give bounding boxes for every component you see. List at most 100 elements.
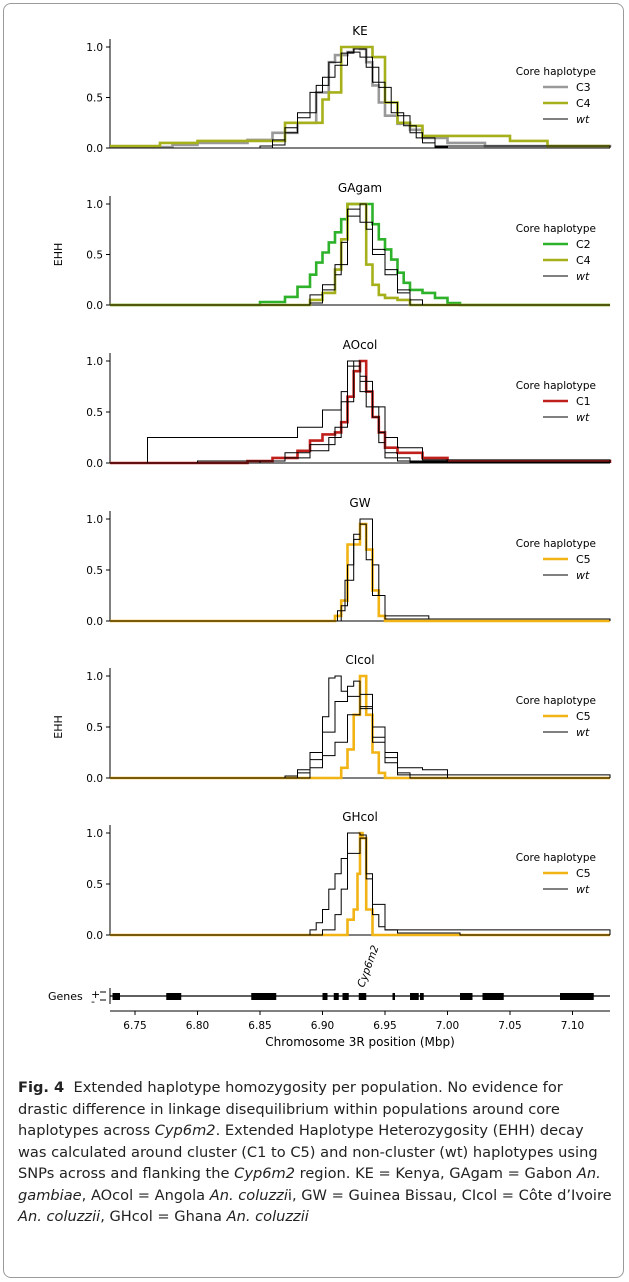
strand-plus-label: + [91, 988, 100, 1001]
caption-gene-name: Cyp6m2 [154, 1122, 216, 1139]
gene-block [358, 993, 367, 1000]
legend-label: C5 [576, 553, 591, 566]
y-tick-label: 0.5 [86, 407, 103, 419]
legend-label: C1 [576, 395, 591, 408]
gene-block [410, 993, 419, 1000]
y-tick-label: 0.0 [86, 143, 103, 155]
y-tick-label: 0.5 [86, 879, 103, 891]
y-tick-label: 0.0 [86, 300, 103, 312]
gene-block [166, 993, 182, 1000]
y-tick-label: 1.0 [86, 42, 103, 54]
series-line [110, 675, 610, 779]
legend-label: wt [576, 569, 590, 582]
caption-species-name: An. coluzzi [209, 1186, 288, 1204]
legend-label: wt [576, 411, 590, 424]
y-tick-label: 0.0 [86, 930, 103, 942]
figure-caption: Fig. 4 Extended haplotype homozygosity p… [18, 1077, 616, 1228]
gene-block [392, 993, 395, 1000]
series-line [110, 518, 611, 622]
legend-label: wt [576, 270, 590, 283]
caption-text: . Extended Haplotype Heterozygosity (EHH… [18, 1122, 598, 1182]
x-tick-label: 6.80 [186, 1020, 209, 1032]
gene-block [560, 993, 594, 1000]
figure-frame [3, 3, 624, 1278]
x-tick-label: 6.75 [123, 1020, 146, 1032]
x-tick-label: 7.00 [436, 1020, 459, 1032]
y-tick-label: 0.5 [86, 565, 103, 577]
y-axis-label: EHH [52, 715, 65, 739]
panel-title: GW [349, 496, 370, 510]
legend-label: C5 [576, 867, 591, 880]
gene-name-label: Cyp6m2 [355, 943, 381, 989]
x-tick-label: 6.95 [373, 1020, 396, 1032]
y-tick-label: 1.0 [86, 514, 103, 526]
caption-text: , GHcol = Ghana [100, 1208, 227, 1225]
caption-species-name: An. coluzzii [18, 1208, 101, 1225]
legend-title: Core haplotype [516, 223, 596, 235]
panel-title: GHcol [342, 810, 378, 824]
series-line [110, 674, 610, 780]
legend-label: wt [576, 113, 590, 126]
caption-text: Extended haplotype homozygosity per popu… [18, 1079, 563, 1139]
y-tick-label: 0.5 [86, 722, 103, 734]
x-tick-label: 7.10 [561, 1020, 584, 1032]
y-tick-label: 0.5 [86, 93, 103, 105]
x-tick-label: 6.90 [311, 1020, 334, 1032]
caption-figure-label: Fig. 4 [18, 1079, 65, 1096]
panel-title: CIcol [345, 653, 374, 667]
y-tick-label: 0.0 [86, 616, 103, 628]
legend-label: C3 [576, 81, 591, 94]
y-tick-label: 1.0 [86, 671, 103, 683]
x-axis-label: Chromosome 3R position (Mbp) [265, 1035, 455, 1049]
panel-title: AOcol [343, 338, 378, 352]
series-line [110, 523, 611, 622]
series-line [110, 693, 611, 779]
gene-block [333, 993, 339, 1000]
series-line [110, 831, 610, 937]
gene-block [322, 993, 328, 1000]
y-tick-label: 1.0 [86, 199, 103, 211]
legend-title: Core haplotype [516, 380, 596, 392]
caption-text: region. KE = Kenya, GAgam = Gabon [295, 1165, 577, 1182]
x-tick-label: 7.05 [498, 1020, 521, 1032]
series-line [110, 208, 610, 306]
caption-text: , AOcol = Angola [81, 1186, 210, 1204]
legend-label: C5 [576, 710, 591, 723]
legend-label: C4 [576, 254, 591, 267]
y-tick-label: 0.5 [86, 250, 103, 262]
gene-block [482, 993, 504, 1000]
y-tick-label: 0.0 [86, 458, 103, 470]
caption-species-name: An. coluzzii [226, 1208, 309, 1225]
strand-minus-label: - [91, 995, 95, 1008]
series-line [110, 45, 610, 148]
panel-title: GAgam [338, 181, 382, 195]
gene-block [460, 993, 473, 1000]
series-line [110, 45, 612, 149]
legend-title: Core haplotype [516, 538, 596, 550]
legend-title: Core haplotype [516, 852, 596, 864]
series-line [110, 48, 611, 149]
gene-block [420, 993, 424, 1000]
panel-title: KE [352, 24, 367, 38]
gene-block [342, 993, 349, 1000]
x-tick-label: 6.85 [248, 1020, 271, 1032]
y-tick-label: 1.0 [86, 828, 103, 840]
gene-block [251, 993, 277, 1000]
caption-text: i, GW = Guinea Bissau, CIcol = Côte d’Iv… [287, 1186, 612, 1204]
series-line [110, 360, 611, 464]
y-tick-label: 0.0 [86, 773, 103, 785]
gene-block [112, 993, 120, 1000]
legend-label: wt [576, 726, 590, 739]
legend-label: C4 [576, 97, 591, 110]
y-axis-label: EHH [52, 243, 65, 267]
y-tick-label: 1.0 [86, 356, 103, 368]
series-line [110, 837, 611, 936]
legend-title: Core haplotype [516, 66, 596, 78]
figure-chart: 0.0 0.5 1.0 KE Core haplotype C3 C4 wt 0.0 0.5 1.0… [48, 24, 612, 1049]
legend-title: Core haplotype [516, 695, 596, 707]
legend-label: wt [576, 883, 590, 896]
legend-label: C2 [576, 238, 591, 251]
genes-label: Genes [48, 990, 83, 1003]
caption-species-name: An. gambiae [18, 1165, 601, 1204]
caption-gene-name: Cyp6m2 [234, 1165, 296, 1182]
